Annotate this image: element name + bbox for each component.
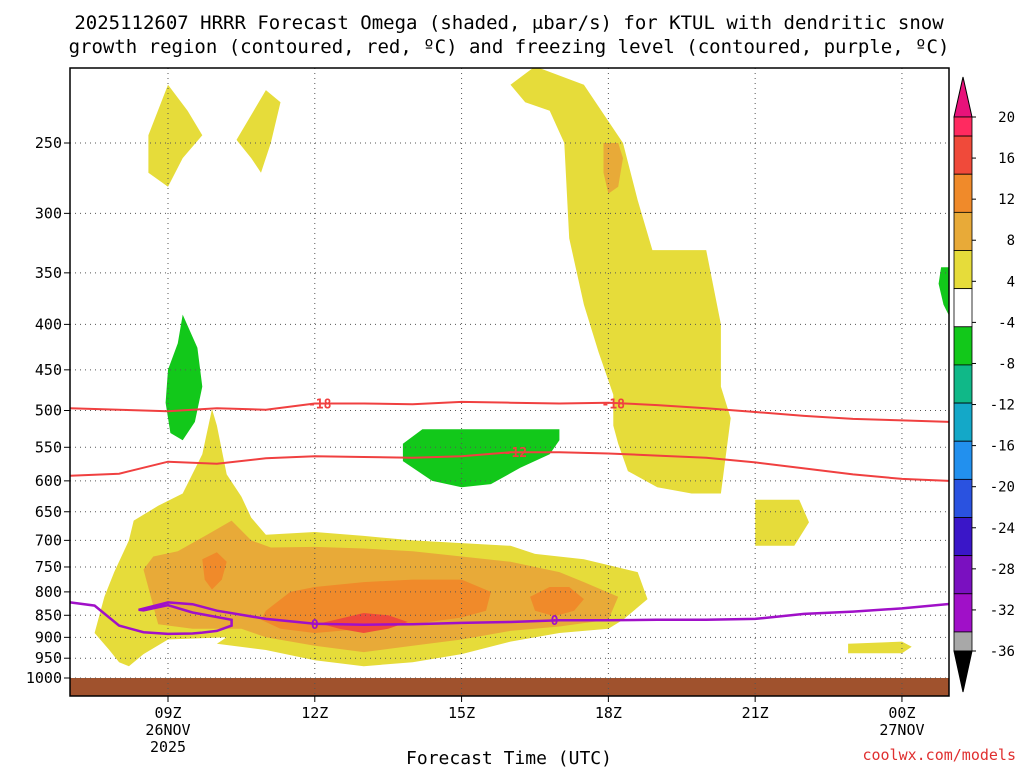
colorbar-swatch-11 (953, 517, 973, 557)
x-axis-label: Forecast Time (UTC) (406, 748, 612, 768)
freezing-label-a: 0 (311, 618, 319, 633)
y-tick-label: 450 (35, 361, 62, 379)
colorbar-swatch-1 (953, 135, 973, 175)
x-tick-date: 27NOV (879, 721, 924, 739)
colorbar-swatch-8 (953, 402, 973, 442)
colorbar-level-label: 12 (998, 192, 1015, 208)
colorbar-swatch-12 (953, 555, 973, 595)
y-tick-label: 600 (35, 472, 62, 490)
omega-region-8 (261, 579, 491, 633)
colorbar-level-label: -16 (990, 439, 1015, 455)
colorbar: 20 16 12 8 4 -4 -8 -12 -16 -20 -24 -28 -32 -36 (953, 76, 1015, 693)
y-tick-label: 750 (35, 558, 62, 576)
omega-region-4 (755, 499, 809, 546)
colorbar-swatch-0 (953, 116, 973, 137)
freezing-label-b: 0 (551, 614, 559, 629)
omega-region-1 (510, 68, 731, 494)
colorbar-level-label: -32 (990, 603, 1015, 619)
y-tick-label: 800 (35, 583, 62, 601)
omega-region-5 (848, 641, 912, 654)
colorbar-swatch-4 (953, 250, 973, 290)
colorbar-swatch-7 (953, 364, 973, 404)
x-tick-date: 26NOV (145, 721, 190, 739)
x-tick-label: 00Z (888, 704, 915, 722)
plot-frame (69, 67, 950, 697)
y-tick-label: 1000 (26, 669, 62, 687)
y-tick-label: 500 (35, 402, 62, 420)
x-tick-label: 09Z (154, 704, 181, 722)
dgz-contour-12 (70, 451, 949, 482)
omega-region-9 (530, 587, 584, 617)
x-tick-label: 12Z (301, 704, 328, 722)
dgz-label-upper-b: -18 (602, 397, 626, 412)
colorbar-level-label: 8 (1007, 233, 1015, 249)
x-tick-label: 18Z (595, 704, 622, 722)
y-tick-label: 300 (35, 204, 62, 222)
x-tick-label: 15Z (448, 704, 475, 722)
colorbar-level-label: -24 (990, 521, 1015, 537)
omega-region-7 (603, 143, 623, 194)
colorbar-level-label: -12 (990, 398, 1015, 414)
colorbar-level-label: -8 (998, 356, 1015, 372)
omega-region-12 (165, 314, 203, 441)
colorbar-swatch-2 (953, 173, 973, 213)
source-credit: coolwx.com/models (862, 746, 1016, 764)
colorbar-bottom-arrow (953, 650, 973, 693)
omega-region-14 (938, 267, 949, 316)
colorbar-level-label: 16 (998, 151, 1015, 167)
y-tick-label: 400 (35, 315, 62, 333)
contour-labels: -18 -18 -12 0 0 (308, 397, 626, 633)
ground-bar (70, 678, 949, 696)
omega-region-11 (319, 613, 408, 633)
x-tick-year: 2025 (150, 738, 186, 756)
y-tick-label: 950 (35, 649, 62, 667)
omega-region-2 (148, 84, 203, 187)
colorbar-level-label: -20 (990, 480, 1015, 496)
y-axis-ticks: 250 300 350 400 450 500 550 600 650 700 750 800 850 9… (26, 134, 70, 687)
colorbar-level-label: 4 (1007, 274, 1015, 290)
omega-region-3 (236, 90, 281, 173)
colorbar-swatch-3 (953, 211, 973, 251)
omega-region-13 (402, 429, 560, 488)
colorbar-swatch-13 (953, 593, 973, 633)
colorbar-top-arrow (953, 76, 973, 118)
colorbar-level-label: -28 (990, 562, 1015, 578)
colorbar-swatch-9 (953, 440, 973, 480)
y-tick-label: 850 (35, 606, 62, 624)
y-tick-label: 250 (35, 134, 62, 152)
colorbar-swatch-6 (953, 326, 973, 366)
dgz-contour-18 (70, 400, 949, 423)
omega-shading (94, 68, 949, 667)
colorbar-swatch-5 (953, 288, 973, 328)
y-tick-label: 900 (35, 628, 62, 646)
contour-lines (70, 400, 949, 636)
chart-title-line-2: growth region (contoured, red, ºC) and f… (69, 36, 950, 58)
colorbar-level-label: -4 (998, 315, 1015, 331)
freezing-level-contour (70, 601, 949, 636)
dgz-label-lower: -12 (504, 446, 527, 461)
y-tick-label: 650 (35, 503, 62, 521)
colorbar-level-label: -36 (990, 644, 1015, 660)
colorbar-level-label: 20 (998, 110, 1015, 126)
x-tick-label: 21Z (742, 704, 769, 722)
omega-region-10 (202, 552, 227, 590)
chart-title-line-1: 2025112607 HRRR Forecast Omega (shaded, … (74, 12, 944, 34)
y-tick-label: 550 (35, 438, 62, 456)
y-tick-label: 700 (35, 531, 62, 549)
colorbar-swatch-14 (953, 631, 973, 652)
dgz-label-upper-a: -18 (308, 397, 332, 412)
y-tick-label: 350 (35, 264, 62, 282)
colorbar-swatch-10 (953, 478, 973, 518)
